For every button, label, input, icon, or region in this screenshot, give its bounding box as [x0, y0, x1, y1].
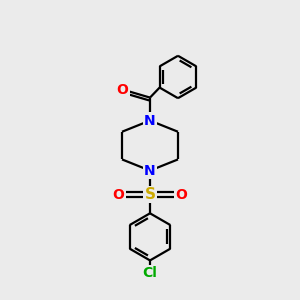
Text: O: O: [112, 188, 124, 202]
Text: O: O: [117, 83, 129, 97]
Text: N: N: [144, 114, 156, 128]
Text: Cl: Cl: [142, 266, 158, 280]
Text: N: N: [144, 164, 156, 178]
Text: O: O: [176, 188, 188, 202]
Text: S: S: [145, 187, 155, 202]
